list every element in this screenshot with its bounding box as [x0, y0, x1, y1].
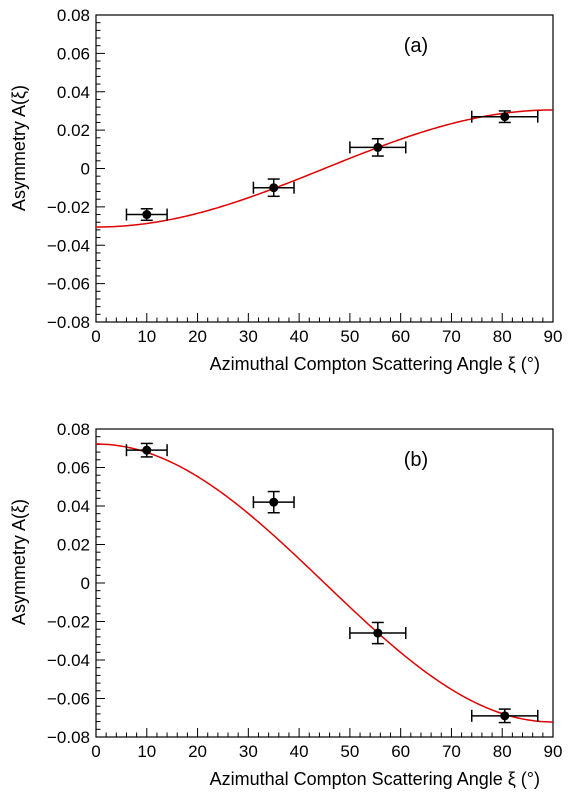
- fit-curve: [95, 443, 554, 723]
- x-tick-label: 60: [391, 327, 410, 346]
- data-point: [269, 497, 279, 507]
- chart-panel-a: 0 10 20 30 40 50 60 70 80 90 −0.08 −0.06 −0.04 −0.02 0…: [9, 6, 562, 374]
- y-tick-label: −0.04: [47, 236, 90, 255]
- data-point: [373, 628, 383, 638]
- x-tick-label: 60: [391, 742, 410, 761]
- y-tick-label: −0.04: [47, 651, 90, 670]
- x-tick-label: 50: [340, 742, 359, 761]
- x-tick-label: 10: [137, 327, 156, 346]
- chart-panel-b: 0 10 20 30 40 50 60 70 80 90 −0.08 −0.06 −0.04 −0.02 0…: [9, 420, 562, 789]
- y-tick-label: −0.08: [47, 728, 90, 747]
- x-tick-label: 20: [188, 327, 207, 346]
- fit-curve: [95, 109, 554, 228]
- x-tick-label: 80: [493, 327, 512, 346]
- x-tick-label: 0: [91, 742, 100, 761]
- x-tick-label: 30: [239, 742, 258, 761]
- y-tick-label: 0: [81, 160, 90, 179]
- x-tick-label: 70: [442, 742, 461, 761]
- y-tick-label: 0.02: [57, 536, 90, 555]
- panel-label: (a): [404, 35, 428, 57]
- y-tick-label: −0.02: [47, 613, 90, 632]
- x-axis-label: Azimuthal Compton Scattering Angle ξ (°): [210, 769, 540, 789]
- x-tick-label: 40: [290, 742, 309, 761]
- y-axis-label: Asymmetry A(ξ): [9, 499, 29, 625]
- data-point: [500, 711, 510, 721]
- data-point: [373, 142, 383, 152]
- y-tick-label: −0.02: [47, 198, 90, 217]
- data-point: [269, 183, 279, 193]
- x-tick-label: 20: [188, 742, 207, 761]
- x-tick-label: 0: [91, 327, 100, 346]
- x-tick-label: 50: [340, 327, 359, 346]
- y-tick-label: 0.02: [57, 121, 90, 140]
- x-tick-label: 40: [290, 327, 309, 346]
- x-tick-label: 80: [493, 742, 512, 761]
- data-point: [500, 112, 510, 122]
- x-tick-label: 90: [544, 742, 563, 761]
- x-tick-label: 30: [239, 327, 258, 346]
- y-axis-label: Asymmetry A(ξ): [9, 85, 29, 211]
- y-tick-label: −0.06: [47, 275, 90, 294]
- data-point: [142, 210, 152, 220]
- y-tick-label: 0: [81, 574, 90, 593]
- y-tick-label: −0.08: [47, 313, 90, 332]
- y-tick-label: −0.06: [47, 690, 90, 709]
- x-tick-label: 70: [442, 327, 461, 346]
- y-tick-label: 0.06: [57, 459, 90, 478]
- y-tick-label: 0.04: [57, 497, 90, 516]
- y-tick-label: 0.06: [57, 44, 90, 63]
- x-tick-label: 90: [544, 327, 563, 346]
- x-tick-label: 10: [137, 742, 156, 761]
- y-tick-label: 0.08: [57, 6, 90, 25]
- y-tick-label: 0.08: [57, 420, 90, 439]
- y-tick-label: 0.04: [57, 83, 90, 102]
- panel-label: (b): [404, 449, 428, 471]
- data-point: [142, 445, 152, 455]
- x-axis-label: Azimuthal Compton Scattering Angle ξ (°): [210, 354, 540, 374]
